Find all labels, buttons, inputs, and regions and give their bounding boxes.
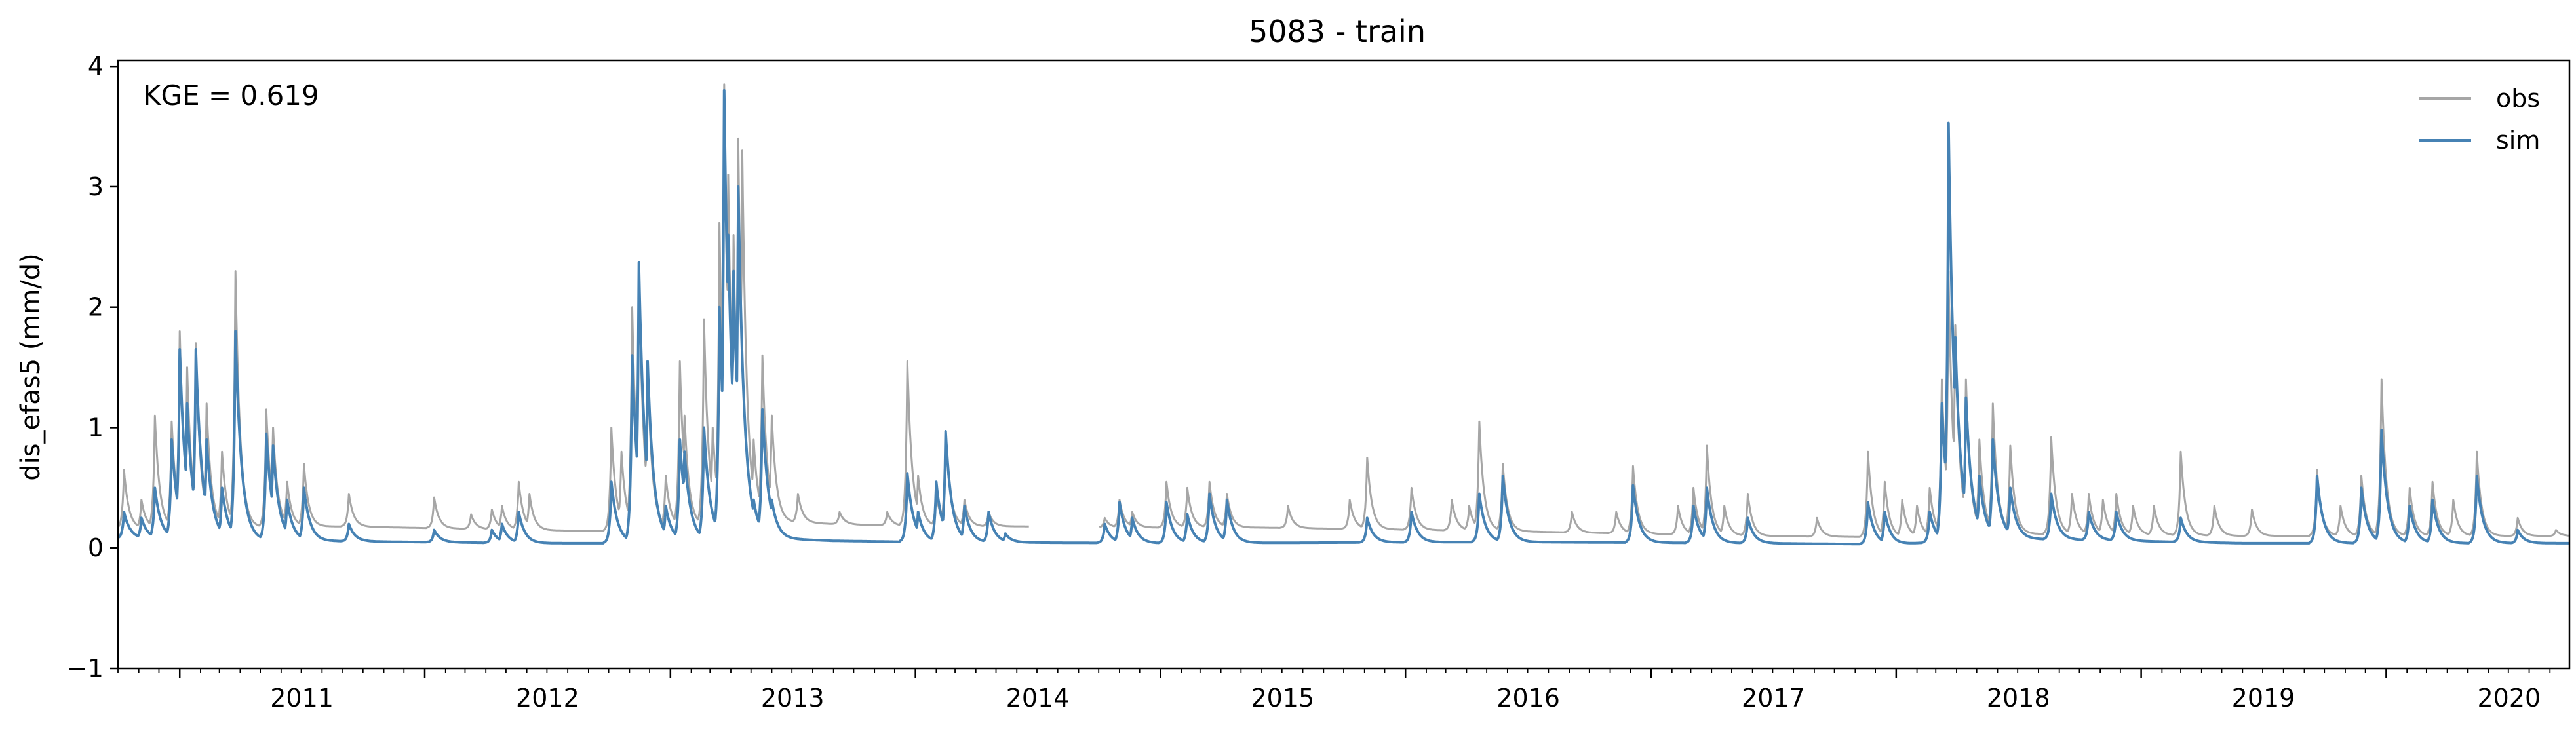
series-line-sim — [117, 88, 2570, 546]
plot-frame — [117, 59, 2571, 670]
legend-label-obs: obs — [2496, 84, 2540, 113]
y-axis-label: dis_efas5 (mm/d) — [16, 253, 46, 481]
series-line-obs — [117, 83, 2570, 538]
y-tick-label: −1 — [67, 654, 104, 683]
x-tick-label: 2012 — [516, 684, 579, 712]
x-tick-label: 2014 — [1006, 684, 1070, 712]
x-tick-label: 2011 — [270, 684, 334, 712]
x-tick-label: 2018 — [1987, 684, 2050, 712]
y-tick-label: 2 — [88, 293, 104, 322]
y-tick-label: 3 — [88, 172, 104, 201]
y-tick-label: 0 — [88, 533, 104, 562]
chart-title: 5083 - train — [1249, 14, 1426, 49]
x-axis-ticks: 2011 2012 2013 2014 2015 2016 2017 2018 2019 2020 — [117, 668, 2551, 712]
x-tick-label: 2016 — [1496, 684, 1560, 712]
x-tick-label: 2020 — [2477, 684, 2541, 712]
x-tick-label: 2017 — [1742, 684, 1805, 712]
x-tick-label: 2013 — [761, 684, 825, 712]
x-tick-label: 2019 — [2232, 684, 2295, 712]
legend: obs sim — [2419, 84, 2540, 155]
x-tick-label: 2015 — [1251, 684, 1314, 712]
y-tick-label: 1 — [88, 413, 104, 442]
y-axis-ticks: −1 0 1 2 3 4 — [67, 52, 118, 683]
kge-annotation: KGE = 0.619 — [143, 79, 319, 111]
y-tick-label: 4 — [88, 52, 104, 81]
legend-label-sim: sim — [2496, 126, 2540, 155]
series-layer — [117, 83, 2570, 546]
